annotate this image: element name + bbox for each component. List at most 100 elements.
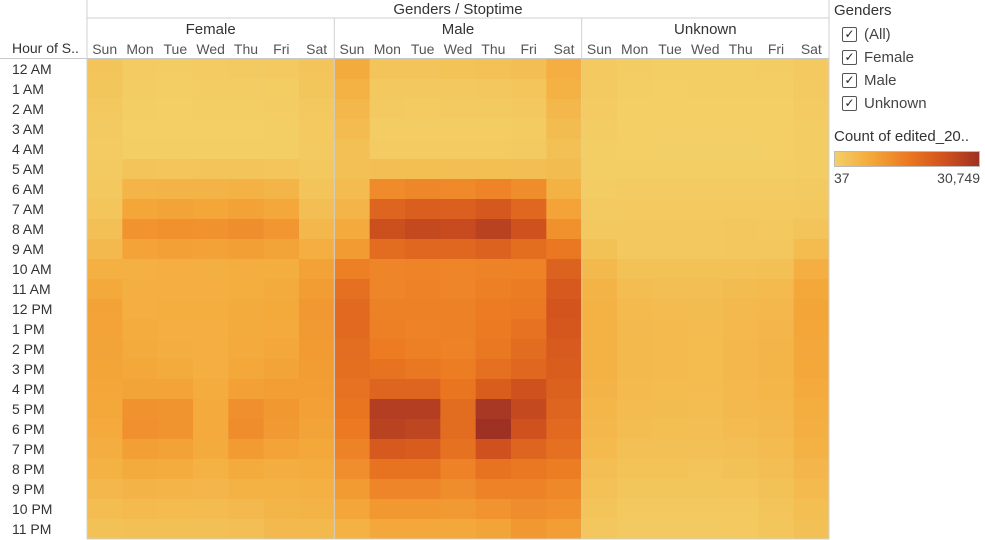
heatmap-cell[interactable] bbox=[87, 459, 123, 480]
heatmap-cell[interactable] bbox=[405, 319, 441, 340]
heatmap-cell[interactable] bbox=[405, 119, 441, 140]
heatmap-cell[interactable] bbox=[687, 119, 724, 140]
heatmap-cell[interactable] bbox=[687, 379, 724, 400]
heatmap-cell[interactable] bbox=[157, 459, 194, 480]
heatmap-cell[interactable] bbox=[546, 199, 583, 220]
heatmap-cell[interactable] bbox=[546, 99, 583, 120]
heatmap-cell[interactable] bbox=[440, 459, 477, 480]
heatmap-cell[interactable] bbox=[652, 519, 689, 540]
heatmap-cell[interactable] bbox=[334, 179, 371, 200]
heatmap-cell[interactable] bbox=[369, 439, 406, 460]
heatmap-cell[interactable] bbox=[87, 119, 123, 140]
heatmap-cell[interactable] bbox=[228, 519, 265, 540]
heatmap-cell[interactable] bbox=[475, 379, 512, 400]
heatmap-cell[interactable] bbox=[263, 499, 300, 520]
heatmap-cell[interactable] bbox=[475, 119, 512, 140]
heatmap-cell[interactable] bbox=[122, 279, 159, 300]
heatmap-cell[interactable] bbox=[617, 359, 653, 380]
heatmap-cell[interactable] bbox=[405, 359, 441, 380]
heatmap-cell[interactable] bbox=[334, 199, 371, 220]
heatmap-cell[interactable] bbox=[405, 239, 441, 260]
heatmap-cell[interactable] bbox=[652, 359, 689, 380]
heatmap-cell[interactable] bbox=[793, 239, 830, 260]
heatmap-cell[interactable] bbox=[652, 259, 689, 280]
heatmap-cell[interactable] bbox=[652, 139, 689, 160]
checkbox-checked-icon[interactable]: ✓ bbox=[842, 96, 857, 111]
heatmap-cell[interactable] bbox=[228, 239, 265, 260]
heatmap-cell[interactable] bbox=[617, 499, 653, 520]
heatmap-cell[interactable] bbox=[228, 199, 265, 220]
heatmap-cell[interactable] bbox=[511, 99, 547, 120]
heatmap-cell[interactable] bbox=[369, 259, 406, 280]
heatmap-cell[interactable] bbox=[475, 259, 512, 280]
heatmap-cell[interactable] bbox=[228, 179, 265, 200]
heatmap-cell[interactable] bbox=[793, 79, 830, 100]
heatmap-cell[interactable] bbox=[193, 499, 229, 520]
heatmap-cell[interactable] bbox=[511, 79, 547, 100]
heatmap-cell[interactable] bbox=[687, 179, 724, 200]
heatmap-cell[interactable] bbox=[228, 79, 265, 100]
heatmap-cell[interactable] bbox=[228, 59, 265, 80]
heatmap-cell[interactable] bbox=[369, 419, 406, 440]
heatmap-cell[interactable] bbox=[617, 99, 653, 120]
heatmap-cell[interactable] bbox=[263, 179, 300, 200]
heatmap-cell[interactable] bbox=[334, 79, 371, 100]
heatmap-cell[interactable] bbox=[617, 319, 653, 340]
heatmap-cell[interactable] bbox=[511, 359, 547, 380]
heatmap-cell[interactable] bbox=[369, 499, 406, 520]
heatmap-cell[interactable] bbox=[475, 99, 512, 120]
heatmap-cell[interactable] bbox=[581, 199, 618, 220]
heatmap-cell[interactable] bbox=[440, 79, 477, 100]
heatmap-cell[interactable] bbox=[581, 99, 618, 120]
heatmap-cell[interactable] bbox=[334, 299, 371, 320]
heatmap-cell[interactable] bbox=[228, 159, 265, 180]
heatmap-cell[interactable] bbox=[687, 299, 724, 320]
heatmap-cell[interactable] bbox=[299, 379, 335, 400]
heatmap-cell[interactable] bbox=[122, 419, 159, 440]
heatmap-cell[interactable] bbox=[87, 79, 123, 100]
heatmap-cell[interactable] bbox=[193, 519, 229, 540]
heatmap-cell[interactable] bbox=[334, 319, 371, 340]
heatmap-cell[interactable] bbox=[157, 239, 194, 260]
heatmap-cell[interactable] bbox=[405, 279, 441, 300]
heatmap-cell[interactable] bbox=[157, 519, 194, 540]
heatmap-cell[interactable] bbox=[546, 399, 583, 420]
heatmap-cell[interactable] bbox=[228, 319, 265, 340]
heatmap-cell[interactable] bbox=[193, 459, 229, 480]
heatmap-cell[interactable] bbox=[369, 99, 406, 120]
heatmap-cell[interactable] bbox=[193, 119, 229, 140]
heatmap-cell[interactable] bbox=[581, 499, 618, 520]
heatmap-cell[interactable] bbox=[228, 459, 265, 480]
heatmap-cell[interactable] bbox=[228, 499, 265, 520]
heatmap-cell[interactable] bbox=[546, 219, 583, 240]
heatmap-cell[interactable] bbox=[687, 419, 724, 440]
heatmap-cell[interactable] bbox=[87, 419, 123, 440]
heatmap-cell[interactable] bbox=[723, 359, 759, 380]
heatmap-cell[interactable] bbox=[652, 179, 689, 200]
heatmap-cell[interactable] bbox=[511, 279, 547, 300]
heatmap-cell[interactable] bbox=[193, 159, 229, 180]
heatmap-cell[interactable] bbox=[193, 339, 229, 360]
heatmap-cell[interactable] bbox=[299, 139, 335, 160]
heatmap-cell[interactable] bbox=[652, 399, 689, 420]
heatmap-cell[interactable] bbox=[193, 379, 229, 400]
heatmap-cell[interactable] bbox=[687, 459, 724, 480]
heatmap-cell[interactable] bbox=[369, 339, 406, 360]
heatmap-cell[interactable] bbox=[793, 219, 830, 240]
heatmap-cell[interactable] bbox=[87, 439, 123, 460]
heatmap-cell[interactable] bbox=[334, 519, 371, 540]
heatmap-cell[interactable] bbox=[581, 119, 618, 140]
heatmap-cell[interactable] bbox=[546, 439, 583, 460]
heatmap-cell[interactable] bbox=[440, 199, 477, 220]
heatmap-cell[interactable] bbox=[369, 399, 406, 420]
heatmap-cell[interactable] bbox=[263, 319, 300, 340]
heatmap-cell[interactable] bbox=[581, 299, 618, 320]
heatmap-cell[interactable] bbox=[122, 199, 159, 220]
heatmap-cell[interactable] bbox=[193, 219, 229, 240]
heatmap-cell[interactable] bbox=[122, 259, 159, 280]
heatmap-cell[interactable] bbox=[440, 439, 477, 460]
heatmap-cell[interactable] bbox=[652, 479, 689, 500]
heatmap-cell[interactable] bbox=[369, 79, 406, 100]
heatmap-cell[interactable] bbox=[122, 479, 159, 500]
heatmap-cell[interactable] bbox=[581, 79, 618, 100]
